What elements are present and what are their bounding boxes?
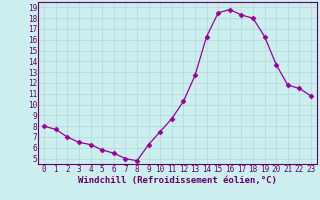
- X-axis label: Windchill (Refroidissement éolien,°C): Windchill (Refroidissement éolien,°C): [78, 176, 277, 185]
